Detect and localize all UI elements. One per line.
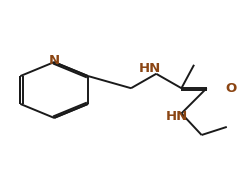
Text: HN: HN (139, 62, 161, 75)
Text: O: O (225, 82, 236, 95)
Text: HN: HN (166, 110, 188, 123)
Text: N: N (49, 54, 60, 67)
